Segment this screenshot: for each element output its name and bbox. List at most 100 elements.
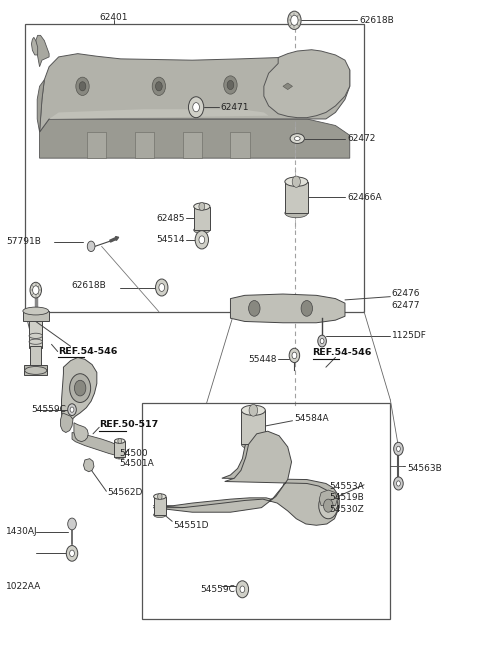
Circle shape [189, 96, 204, 117]
Polygon shape [39, 119, 350, 158]
Bar [24, 365, 47, 375]
Text: 57791B: 57791B [6, 237, 41, 246]
Circle shape [79, 82, 86, 91]
Circle shape [199, 236, 204, 244]
Circle shape [394, 477, 403, 490]
Circle shape [240, 586, 245, 592]
Polygon shape [230, 294, 345, 323]
Text: 62476: 62476 [392, 289, 420, 298]
Text: 54514: 54514 [156, 236, 185, 244]
Circle shape [156, 279, 168, 296]
Circle shape [156, 82, 162, 91]
Circle shape [236, 581, 249, 598]
Text: 54559C: 54559C [200, 584, 235, 594]
Ellipse shape [294, 136, 300, 140]
Ellipse shape [154, 512, 166, 518]
Circle shape [301, 300, 312, 316]
Circle shape [319, 493, 338, 519]
FancyArrow shape [110, 237, 119, 242]
Text: 1430AJ: 1430AJ [6, 527, 38, 537]
Text: 62401: 62401 [99, 12, 128, 22]
Bar [25, 24, 364, 312]
Polygon shape [37, 80, 44, 132]
Circle shape [249, 405, 258, 416]
Circle shape [320, 338, 324, 344]
Circle shape [68, 518, 76, 530]
Bar [23, 311, 48, 321]
Text: 62471: 62471 [220, 103, 249, 112]
Bar [142, 403, 390, 619]
Text: 54551D: 54551D [173, 521, 209, 530]
Polygon shape [84, 459, 94, 472]
Circle shape [70, 550, 74, 557]
Text: 55448: 55448 [249, 355, 277, 364]
Bar [285, 182, 308, 213]
Bar [241, 410, 265, 444]
Text: REF.54-546: REF.54-546 [58, 347, 117, 356]
Bar [30, 346, 41, 367]
Circle shape [292, 176, 300, 188]
Circle shape [224, 76, 237, 94]
Circle shape [76, 77, 89, 96]
Circle shape [288, 11, 301, 30]
Circle shape [30, 282, 41, 298]
Bar [115, 441, 125, 457]
Ellipse shape [194, 203, 210, 210]
Text: 54563B: 54563B [407, 464, 442, 473]
Text: 62618B: 62618B [72, 281, 107, 290]
Polygon shape [87, 132, 107, 158]
Circle shape [74, 380, 86, 396]
Bar [29, 320, 42, 348]
Ellipse shape [115, 439, 125, 443]
Text: 54562D: 54562D [108, 488, 143, 497]
Circle shape [396, 481, 400, 486]
Text: 62466A: 62466A [347, 193, 382, 202]
Text: 54501A: 54501A [120, 459, 155, 468]
Ellipse shape [285, 177, 308, 186]
Ellipse shape [241, 439, 265, 449]
Bar [194, 207, 210, 230]
Text: 62472: 62472 [347, 134, 375, 143]
Circle shape [152, 77, 166, 96]
Polygon shape [183, 132, 202, 158]
Polygon shape [153, 431, 338, 525]
Text: REF.50-517: REF.50-517 [99, 420, 158, 429]
Circle shape [289, 348, 300, 363]
Text: 54530Z: 54530Z [330, 505, 364, 514]
Ellipse shape [285, 209, 308, 218]
Circle shape [70, 407, 74, 412]
Circle shape [193, 102, 199, 112]
Circle shape [195, 231, 208, 249]
Text: 1022AA: 1022AA [6, 581, 41, 590]
Polygon shape [61, 358, 97, 429]
Text: 54519B: 54519B [330, 493, 364, 502]
Circle shape [159, 283, 165, 291]
Bar [154, 497, 166, 515]
Circle shape [68, 404, 76, 415]
Circle shape [118, 438, 121, 443]
Text: 54500: 54500 [120, 449, 148, 458]
Circle shape [199, 203, 205, 211]
Circle shape [66, 546, 78, 561]
Polygon shape [36, 35, 49, 67]
Circle shape [33, 286, 39, 295]
Polygon shape [49, 109, 269, 119]
Polygon shape [60, 413, 73, 432]
Polygon shape [74, 422, 88, 441]
Polygon shape [72, 432, 120, 455]
Polygon shape [135, 132, 154, 158]
Ellipse shape [154, 494, 166, 499]
Polygon shape [283, 83, 292, 90]
Circle shape [292, 352, 297, 359]
Circle shape [394, 442, 403, 455]
Text: 54584A: 54584A [294, 414, 329, 422]
Polygon shape [319, 490, 337, 506]
Ellipse shape [23, 307, 48, 315]
Ellipse shape [241, 405, 265, 415]
Ellipse shape [115, 455, 125, 459]
Circle shape [70, 374, 91, 403]
Text: 62618B: 62618B [360, 16, 394, 25]
Circle shape [318, 335, 326, 347]
Polygon shape [39, 54, 350, 132]
Circle shape [396, 446, 400, 451]
